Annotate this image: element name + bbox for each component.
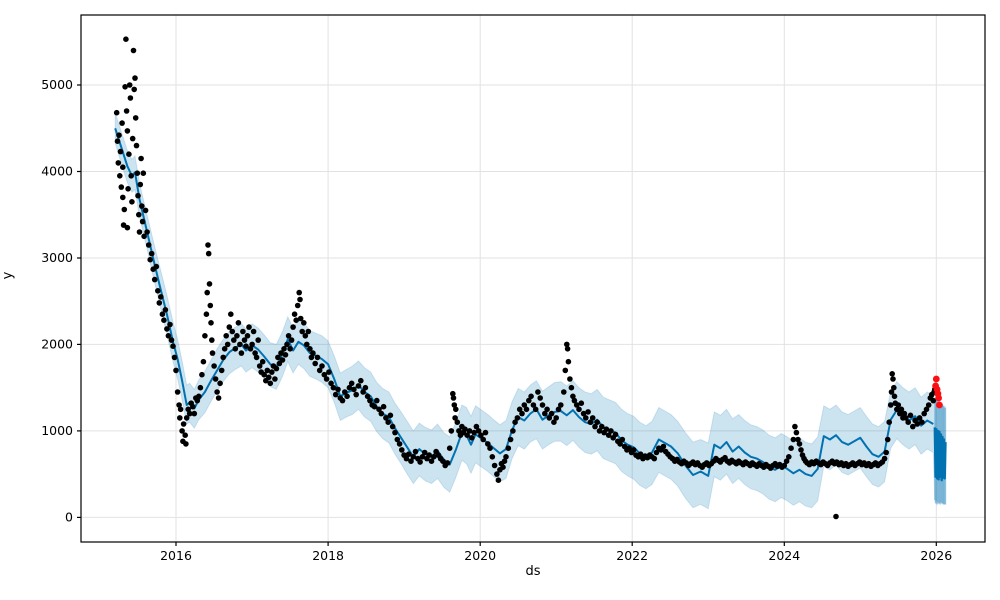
x-tick-label: 2020 [464,548,496,563]
x-tick-label: 2024 [768,548,800,563]
x-tick-label: 2016 [160,548,192,563]
anomaly-points [932,375,943,409]
y-tick-label: 3000 [41,250,73,265]
x-tick-label: 2018 [312,548,344,563]
y-tick-label: 0 [65,509,73,524]
future-forecast-line [933,427,947,482]
y-ticks: 0 1000 2000 3000 4000 5000 [41,77,81,524]
y-tick-label: 4000 [41,164,73,179]
x-tick-label: 2026 [920,548,952,563]
x-tick-label: 2022 [616,548,648,563]
y-axis-label: y [0,271,16,280]
x-axis-label: ds [525,564,541,579]
x-ticks: 2016 2018 2020 2022 2024 2026 [160,542,952,563]
y-tick-label: 2000 [41,336,73,351]
y-tick-label: 1000 [41,423,73,438]
observation-points [113,36,938,520]
uncertainty-band [114,112,946,510]
axes-box [80,14,986,543]
y-tick-label: 5000 [41,77,73,92]
